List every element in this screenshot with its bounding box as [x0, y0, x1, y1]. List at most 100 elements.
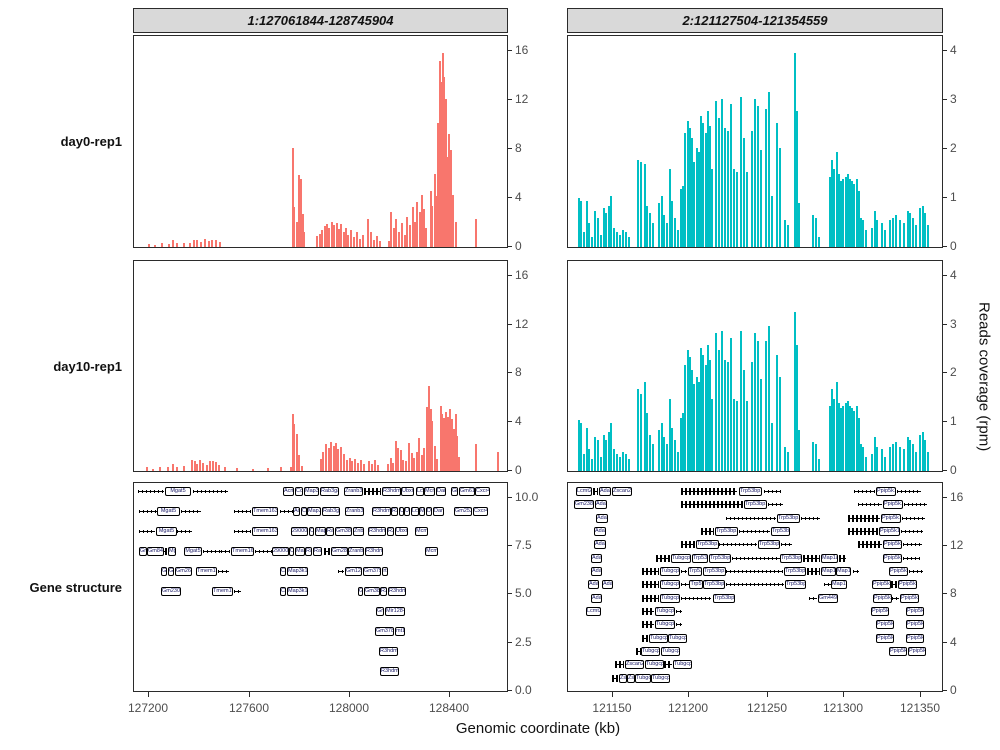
- gene-intron-line: [636, 648, 641, 655]
- coverage-bar: [613, 228, 615, 247]
- coverage-bar: [320, 459, 322, 471]
- gene-box: Map3k19: [287, 567, 308, 576]
- gene-box: R3hdm1: [388, 587, 406, 596]
- coverage-bar: [419, 212, 421, 247]
- panel-cov-day0-chr2: [567, 35, 943, 248]
- coverage-bar: [895, 215, 897, 247]
- coverage-bar: [711, 169, 713, 247]
- y-axis-title: Reads coverage (rpm): [975, 302, 993, 452]
- coverage-bar: [700, 348, 702, 471]
- coverage-bar: [727, 362, 729, 471]
- coverage-bar: [303, 232, 305, 247]
- coverage-bar: [218, 465, 220, 471]
- coverage-bar: [847, 401, 849, 471]
- coverage-bar: [853, 411, 855, 471]
- gene-box: R3: [387, 527, 394, 536]
- y-axis-tick-label: 10.0: [515, 490, 539, 504]
- coverage-bar: [379, 241, 381, 247]
- coverage-bar: [674, 218, 676, 247]
- gene-box: R3hdm1: [382, 487, 401, 496]
- gene-intron-line: [642, 581, 659, 588]
- coverage-bar: [351, 461, 353, 471]
- gene-box: rt: [382, 567, 388, 576]
- gene-box: Gm26301: [175, 567, 192, 576]
- coverage-bar: [845, 403, 847, 471]
- gene-intron-line: [234, 510, 251, 513]
- coverage-bar: [768, 92, 770, 247]
- coverage-bar: [895, 442, 897, 471]
- gene-box: Trp53bp1: [713, 594, 735, 603]
- x-axis-tick: [688, 692, 689, 697]
- y-axis-tick-label: 4: [950, 268, 957, 282]
- coverage-bar: [881, 223, 883, 247]
- coverage-bar: [176, 243, 178, 247]
- coverage-bar: [674, 440, 676, 471]
- coverage-bar: [658, 430, 660, 471]
- gene-intron-line: [642, 608, 654, 615]
- gene-box: Adal: [594, 540, 606, 549]
- gene-box: Trp53bp1: [784, 567, 806, 576]
- coverage-bar: [456, 436, 458, 471]
- coverage-bar: [603, 208, 605, 247]
- panel-cov-day10-chr2: [567, 260, 943, 472]
- gene-box: Gm: [168, 567, 174, 576]
- gene-box: Map3k19: [304, 487, 319, 496]
- gene-box: Adal: [588, 580, 599, 589]
- gene-box: Cc: [280, 567, 286, 576]
- coverage-bar: [215, 462, 217, 471]
- coverage-bar: [206, 465, 208, 471]
- row-label-day0-rep1: day0-rep1: [60, 134, 122, 149]
- coverage-bar: [333, 225, 335, 247]
- gene-box: Tmem163: [212, 587, 233, 596]
- gene-intron-line: [739, 530, 770, 533]
- gene-box: Cc: [280, 587, 286, 596]
- gene-intron-line: [681, 597, 711, 600]
- coverage-bar: [328, 448, 330, 471]
- gene-box: Zs: [627, 674, 635, 683]
- y-axis-tick-label: 12: [515, 92, 529, 106]
- gene-box: Tubgcp4: [641, 647, 660, 656]
- coverage-bar: [393, 228, 395, 247]
- gene-intron-line: [676, 610, 682, 613]
- y-axis-tick: [943, 246, 947, 247]
- gene-box: Map1a: [831, 580, 847, 589]
- coverage-bar: [711, 399, 713, 471]
- coverage-bar: [919, 208, 921, 247]
- coverage-bar: [727, 131, 729, 247]
- gene-box: Ppip5k1: [871, 607, 889, 616]
- gene-box: Gm6170: [459, 487, 475, 496]
- coverage-bar: [794, 53, 796, 247]
- coverage-bar: [715, 101, 717, 247]
- coverage-bar: [605, 440, 607, 471]
- coverage-bar: [619, 235, 621, 247]
- coverage-bar: [751, 362, 753, 471]
- gene-intron-line: [824, 583, 831, 586]
- coverage-bar: [765, 109, 767, 247]
- gene-box: Zranb3: [348, 547, 364, 556]
- gene-box: R3hdm1: [368, 527, 386, 536]
- coverage-bar: [583, 454, 585, 471]
- coverage-bar: [168, 244, 170, 247]
- coverage-bar: [392, 463, 394, 471]
- y-axis-tick: [943, 148, 947, 149]
- gene-box: Mg: [168, 547, 176, 556]
- y-axis-tick-label: 7.5: [515, 538, 532, 552]
- coverage-bar: [349, 458, 351, 471]
- coverage-bar: [644, 164, 646, 247]
- gene-box: Map: [295, 547, 305, 556]
- coverage-bar: [776, 123, 778, 247]
- coverage-bar: [768, 326, 770, 471]
- coverage-bar: [625, 232, 627, 247]
- coverage-bar: [836, 382, 838, 471]
- coverage-bar: [922, 432, 924, 471]
- gene-box: Dars: [433, 507, 444, 516]
- gene-box: Ppip5k1: [889, 567, 908, 576]
- y-axis-tick: [943, 99, 947, 100]
- coverage-bar: [475, 444, 477, 471]
- coverage-bar: [423, 448, 425, 471]
- gene-box: Adal: [599, 487, 611, 496]
- coverage-bar: [845, 177, 847, 247]
- coverage-bar: [189, 243, 191, 247]
- coverage-bar: [661, 196, 663, 247]
- coverage-bar: [815, 444, 817, 471]
